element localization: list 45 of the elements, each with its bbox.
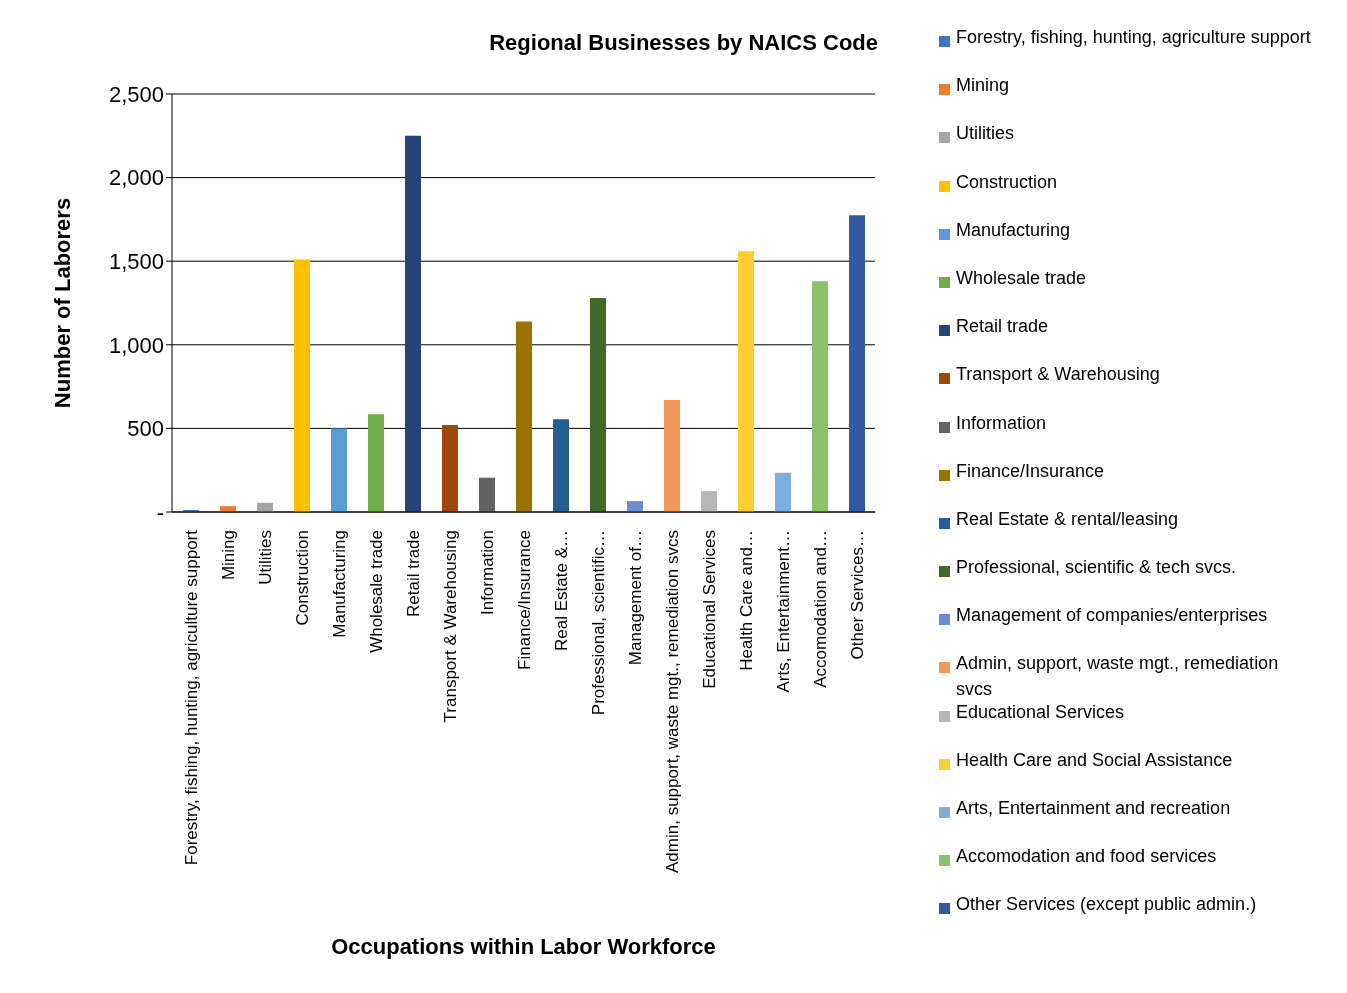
x-tick-label: Professional, scientific…: [589, 530, 608, 716]
y-tick-label: 500: [127, 416, 164, 442]
legend-label: Finance/Insurance: [956, 459, 1106, 483]
x-tick-label: Finance/Insurance: [515, 530, 534, 670]
legend-label: Utilities: [956, 122, 1015, 146]
x-tick-label: Retail trade: [404, 530, 423, 617]
y-tick-label: 2,500: [108, 81, 164, 107]
legend-label: Transport & Warehousing: [956, 363, 1161, 387]
x-tick-label: Admin, support, waste mgt., remediation svcs: [663, 530, 682, 873]
y-tick-label: 2,000: [108, 165, 164, 191]
y-axis-title: Number of Laborers: [49, 197, 75, 409]
y-tick-label: -: [156, 499, 164, 525]
legend-label: Mining: [956, 74, 1011, 98]
x-tick-label: Wholesale trade: [367, 530, 386, 653]
y-tick-label: 1,500: [108, 249, 164, 275]
x-tick-label: Educational Services: [700, 530, 719, 689]
legend-label: Retail trade: [956, 315, 1050, 339]
x-tick-label: Forestry, fishing, hunting, agriculture support: [182, 529, 201, 866]
x-tick-label: Mining: [219, 530, 238, 581]
legend-label: Construction: [956, 170, 1059, 194]
legend-label: Professional, scientific & tech svcs.: [956, 556, 1238, 580]
x-tick-label: Management of…: [626, 530, 645, 666]
legend-label: Manufacturing: [956, 218, 1072, 242]
x-tick-label: Construction: [293, 530, 312, 626]
x-tick-label: Information: [478, 530, 497, 616]
legend-label: Real Estate & rental/leasing: [956, 507, 1180, 531]
legend-label: Management of companies/enterprises: [956, 604, 1269, 628]
y-tick-label: 1,000: [108, 332, 164, 358]
legend-label: Wholesale trade: [956, 266, 1088, 290]
x-tick-label: Accomodation and…: [811, 530, 830, 688]
legend-label: Forestry, fishing, hunting, agriculture support: [956, 26, 1312, 49]
legend-label: Health Care and Social Assistance: [956, 748, 1234, 772]
x-tick-label: Arts, Entertainment…: [774, 530, 793, 693]
chart-title: Regional Businesses by NAICS Code: [488, 30, 878, 56]
legend-label: Arts, Entertainment and recreation: [956, 797, 1232, 820]
x-axis-title: Occupations within Labor Workforce: [331, 933, 716, 959]
x-tick-label: Transport & Warehousing: [441, 530, 460, 723]
x-tick-label: Manufacturing: [330, 530, 349, 638]
x-tick-label: Utilities: [256, 530, 275, 585]
x-tick-label: Real Estate &…: [552, 530, 571, 651]
legend-label: Information: [956, 411, 1048, 435]
legend-label: Other Services (except public admin.): [956, 893, 1258, 917]
legend-label: Accomodation and food services: [956, 845, 1218, 869]
x-tick-label: Other Services…: [848, 530, 867, 660]
x-tick-label: Health Care and…: [737, 530, 756, 671]
